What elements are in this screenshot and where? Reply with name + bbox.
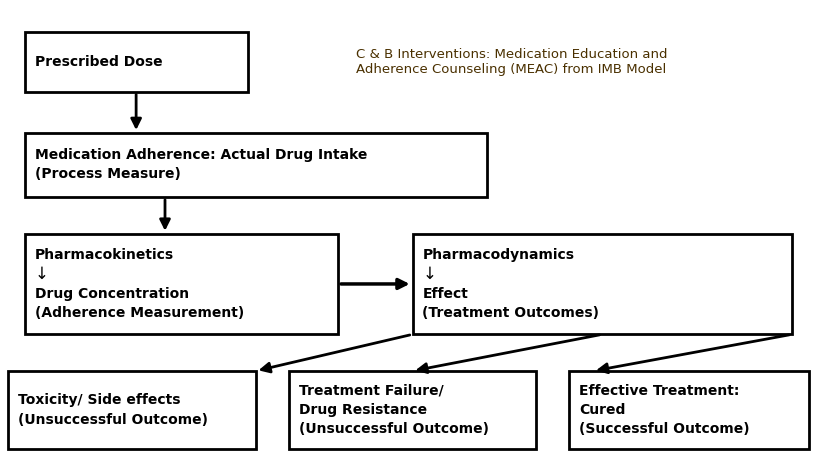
Text: ↓: ↓ bbox=[35, 265, 49, 284]
FancyBboxPatch shape bbox=[8, 371, 256, 449]
Text: Pharmacodynamics: Pharmacodynamics bbox=[422, 248, 574, 262]
Text: (Treatment Outcomes): (Treatment Outcomes) bbox=[422, 306, 600, 320]
Text: (Unsuccessful Outcome): (Unsuccessful Outcome) bbox=[299, 422, 488, 436]
Text: (Successful Outcome): (Successful Outcome) bbox=[579, 422, 750, 436]
Text: Effect: Effect bbox=[422, 287, 469, 300]
FancyBboxPatch shape bbox=[289, 371, 536, 449]
Text: ↓: ↓ bbox=[422, 265, 436, 284]
Text: Pharmacokinetics: Pharmacokinetics bbox=[35, 248, 174, 262]
Text: (Process Measure): (Process Measure) bbox=[35, 168, 181, 181]
Text: Drug Resistance: Drug Resistance bbox=[299, 403, 427, 417]
Text: Cured: Cured bbox=[579, 403, 625, 417]
Text: Treatment Failure/: Treatment Failure/ bbox=[299, 384, 443, 398]
FancyBboxPatch shape bbox=[412, 234, 792, 334]
Text: C & B Interventions: Medication Education and
Adherence Counseling (MEAC) from I: C & B Interventions: Medication Educatio… bbox=[356, 48, 667, 76]
Text: Prescribed Dose: Prescribed Dose bbox=[35, 55, 163, 69]
FancyBboxPatch shape bbox=[25, 32, 248, 92]
FancyBboxPatch shape bbox=[569, 371, 808, 449]
Text: Medication Adherence: Actual Drug Intake: Medication Adherence: Actual Drug Intake bbox=[35, 148, 367, 162]
Text: (Unsuccessful Outcome): (Unsuccessful Outcome) bbox=[18, 413, 208, 426]
Text: Toxicity/ Side effects: Toxicity/ Side effects bbox=[18, 393, 181, 407]
FancyBboxPatch shape bbox=[25, 234, 338, 334]
FancyBboxPatch shape bbox=[25, 133, 487, 197]
Text: Effective Treatment:: Effective Treatment: bbox=[579, 384, 739, 398]
Text: (Adherence Measurement): (Adherence Measurement) bbox=[35, 306, 244, 320]
Text: Drug Concentration: Drug Concentration bbox=[35, 287, 189, 300]
